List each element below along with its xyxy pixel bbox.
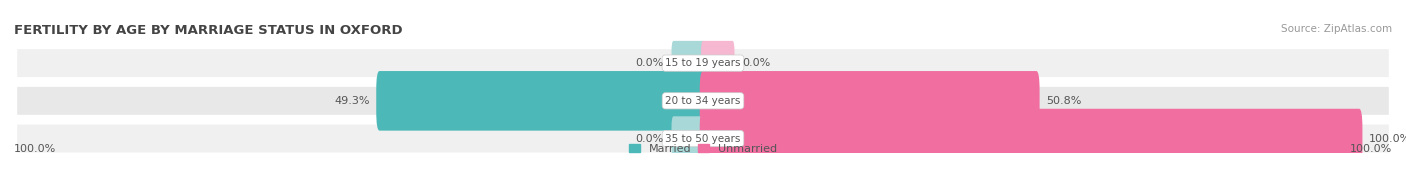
FancyBboxPatch shape — [702, 41, 734, 85]
FancyBboxPatch shape — [17, 87, 1389, 115]
Text: FERTILITY BY AGE BY MARRIAGE STATUS IN OXFORD: FERTILITY BY AGE BY MARRIAGE STATUS IN O… — [14, 24, 402, 37]
Text: Source: ZipAtlas.com: Source: ZipAtlas.com — [1281, 24, 1392, 34]
FancyBboxPatch shape — [377, 71, 706, 131]
Text: 0.0%: 0.0% — [636, 58, 664, 68]
Text: 0.0%: 0.0% — [742, 58, 770, 68]
Text: 0.0%: 0.0% — [636, 133, 664, 143]
Text: 35 to 50 years: 35 to 50 years — [665, 133, 741, 143]
FancyBboxPatch shape — [17, 49, 1389, 77]
FancyBboxPatch shape — [700, 71, 1039, 131]
FancyBboxPatch shape — [672, 116, 704, 161]
Text: 15 to 19 years: 15 to 19 years — [665, 58, 741, 68]
Text: 100.0%: 100.0% — [1369, 133, 1406, 143]
Text: 100.0%: 100.0% — [1350, 144, 1392, 154]
Text: 20 to 34 years: 20 to 34 years — [665, 96, 741, 106]
Legend: Married, Unmarried: Married, Unmarried — [628, 143, 778, 154]
FancyBboxPatch shape — [700, 109, 1362, 168]
FancyBboxPatch shape — [17, 125, 1389, 152]
Text: 49.3%: 49.3% — [335, 96, 370, 106]
Text: 50.8%: 50.8% — [1046, 96, 1081, 106]
Text: 100.0%: 100.0% — [14, 144, 56, 154]
FancyBboxPatch shape — [672, 41, 704, 85]
